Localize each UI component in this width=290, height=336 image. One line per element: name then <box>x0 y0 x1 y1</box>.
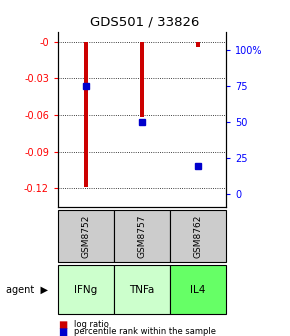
Text: agent  ▶: agent ▶ <box>6 285 48 295</box>
Text: IL4: IL4 <box>191 285 206 295</box>
Text: GSM8762: GSM8762 <box>194 214 203 258</box>
Bar <box>140 42 144 118</box>
Bar <box>84 42 88 187</box>
Text: percentile rank within the sample: percentile rank within the sample <box>74 327 216 336</box>
Text: GSM8752: GSM8752 <box>81 214 90 258</box>
Text: log ratio: log ratio <box>74 321 109 329</box>
Text: TNFa: TNFa <box>129 285 155 295</box>
Text: IFNg: IFNg <box>75 285 98 295</box>
Text: GSM8757: GSM8757 <box>137 214 147 258</box>
Text: ■: ■ <box>58 327 67 336</box>
Text: GDS501 / 33826: GDS501 / 33826 <box>90 15 200 28</box>
Bar <box>196 42 200 47</box>
Text: ■: ■ <box>58 320 67 330</box>
